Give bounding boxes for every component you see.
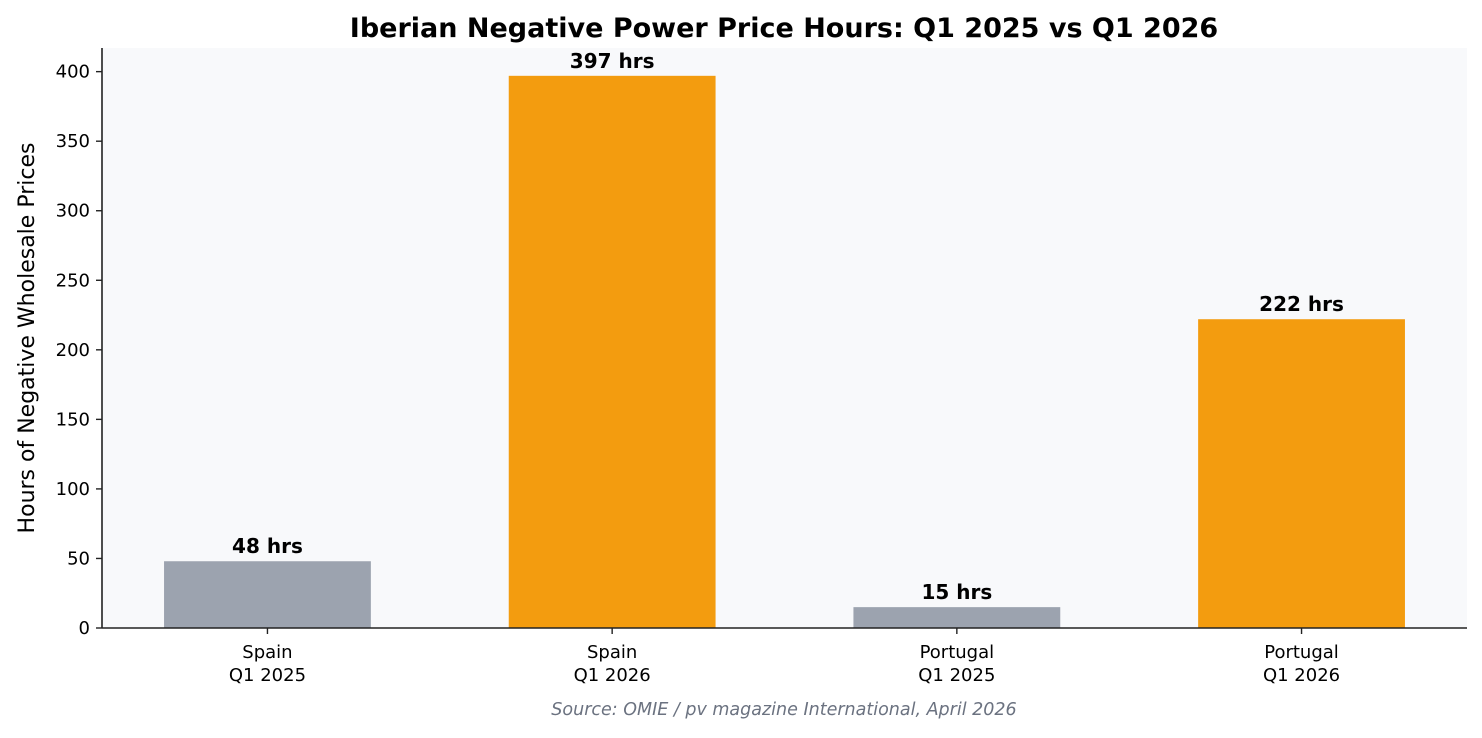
y-tick-label: 0: [79, 618, 90, 639]
y-tick-label: 350: [56, 131, 90, 152]
bar: [164, 561, 371, 628]
x-tick-label: Spain: [587, 642, 637, 663]
data-label: 222 hrs: [1259, 292, 1344, 316]
data-label: 15 hrs: [921, 580, 992, 604]
y-axis-label: Hours of Negative Wholesale Prices: [15, 143, 40, 534]
bar: [853, 607, 1061, 628]
x-tick-label: Q1 2025: [229, 665, 306, 686]
data-label: 48 hrs: [232, 534, 303, 558]
y-tick-label: 100: [56, 479, 90, 500]
y-tick-label: 300: [56, 201, 90, 222]
source-note: Source: OMIE / pv magazine International…: [551, 700, 1016, 720]
x-tick-label: Q1 2026: [1263, 665, 1340, 686]
y-tick-label: 200: [56, 340, 90, 361]
x-tick-label: Q1 2026: [574, 665, 651, 686]
y-tick-label: 50: [67, 548, 90, 569]
x-tick-label: Q1 2025: [918, 665, 995, 686]
x-tick-label: Spain: [242, 642, 292, 663]
bar: [508, 75, 716, 628]
x-tick-label: Portugal: [1264, 642, 1339, 663]
y-tick-label: 150: [56, 409, 90, 430]
y-tick-label: 250: [56, 270, 90, 291]
x-tick-label: Portugal: [920, 642, 995, 663]
bar: [1198, 319, 1405, 628]
y-tick-label: 400: [56, 62, 90, 83]
data-label: 397 hrs: [570, 49, 655, 73]
chart-title: Iberian Negative Power Price Hours: Q1 2…: [350, 13, 1218, 44]
